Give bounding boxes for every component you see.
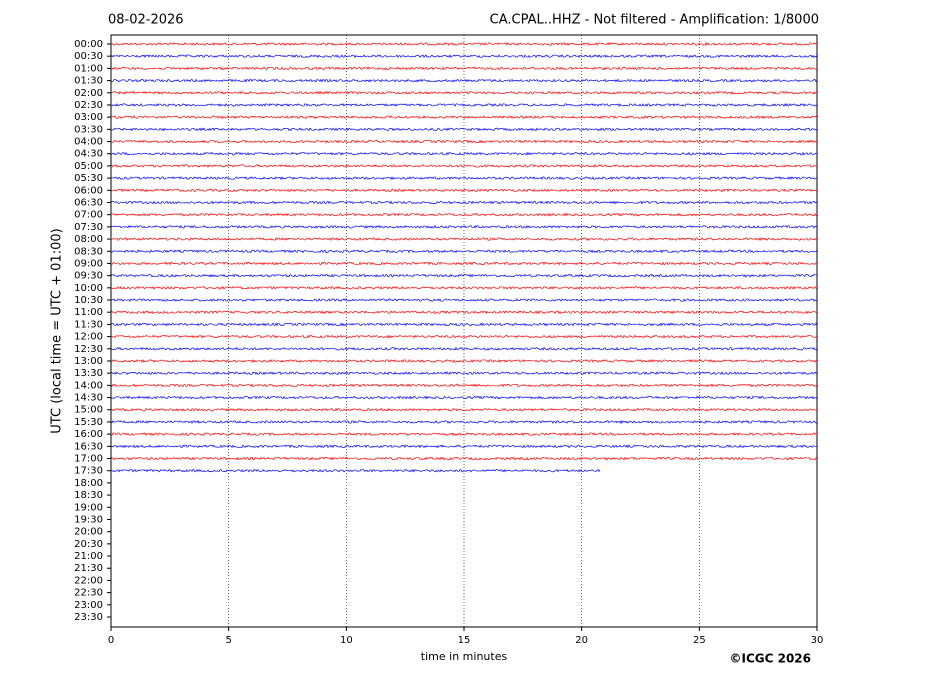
- trace: [110, 200, 818, 205]
- y-tick-label: 02:30: [74, 100, 103, 111]
- y-tick-label: 20:00: [74, 527, 103, 538]
- x-tick-label: 10: [340, 635, 353, 646]
- y-tick-label: 14:30: [74, 393, 103, 404]
- y-tick-label: 00:00: [74, 39, 103, 50]
- y-tick-label: 16:30: [74, 441, 103, 452]
- y-tick-label: 16:00: [74, 429, 103, 440]
- trace: [110, 139, 818, 144]
- y-axis-label: UTC (local time = UTC + 01:00): [50, 228, 65, 433]
- y-tick-label: 13:30: [74, 368, 103, 379]
- trace: [110, 261, 818, 266]
- credit: ©ICGC 2026: [729, 652, 811, 666]
- trace: [110, 371, 818, 376]
- trace: [110, 188, 818, 193]
- x-axis-label: time in minutes: [421, 650, 508, 663]
- trace: [110, 456, 818, 461]
- y-tick-label: 17:00: [74, 454, 103, 465]
- trace: [110, 127, 818, 132]
- trace: [110, 54, 818, 59]
- y-tick-label: 03:00: [74, 112, 103, 123]
- y-tick-label: 15:00: [74, 405, 103, 416]
- y-tick-label: 06:00: [74, 185, 103, 196]
- y-tick-label: 04:00: [74, 137, 103, 148]
- trace: [110, 78, 818, 83]
- trace: [110, 115, 818, 120]
- y-tick-label: 09:00: [74, 258, 103, 269]
- y-tick-label: 04:30: [74, 149, 103, 160]
- y-tick-label: 03:30: [74, 124, 103, 135]
- x-tick-label: 15: [458, 635, 471, 646]
- y-tick-label: 11:30: [74, 319, 103, 330]
- y-tick-label: 13:00: [74, 356, 103, 367]
- y-tick-label: 19:30: [74, 514, 103, 525]
- trace: [110, 273, 818, 278]
- trace: [110, 176, 818, 181]
- trace: [110, 334, 818, 339]
- trace: [110, 432, 818, 437]
- chart-title: CA.CPAL..HHZ - Not filtered - Amplificat…: [490, 13, 819, 28]
- x-tick-label: 25: [693, 635, 706, 646]
- y-tick-label: 11:00: [74, 307, 103, 318]
- trace: [110, 358, 818, 364]
- trace: [110, 468, 601, 473]
- y-tick-label: 01:30: [74, 76, 103, 87]
- plot-frame: [110, 34, 818, 628]
- y-tick-label: 05:30: [74, 173, 103, 184]
- y-tick-label: 22:00: [74, 575, 103, 586]
- y-tick-label: 19:00: [74, 502, 103, 513]
- y-tick-label: 23:00: [74, 600, 103, 611]
- trace: [110, 90, 818, 95]
- y-tick-label: 20:30: [74, 539, 103, 550]
- trace: [110, 444, 818, 449]
- y-tick-label: 08:00: [74, 234, 103, 245]
- y-tick-label: 09:30: [74, 271, 103, 282]
- y-tick-label: 21:00: [74, 551, 103, 562]
- y-tick-label: 10:30: [74, 295, 103, 306]
- y-tick-label: 05:00: [74, 161, 103, 172]
- y-tick-label: 18:30: [74, 490, 103, 501]
- trace: [110, 310, 818, 315]
- trace: [110, 395, 818, 400]
- x-tick-label: 20: [575, 635, 588, 646]
- x-tick-label: 0: [108, 635, 114, 646]
- trace: [110, 163, 818, 168]
- y-tick-label: 07:00: [74, 210, 103, 221]
- y-tick-label: 12:30: [74, 344, 103, 355]
- trace: [110, 212, 818, 217]
- y-tick-label: 22:30: [74, 588, 103, 599]
- y-tick-label: 23:30: [74, 612, 103, 623]
- trace: [110, 298, 818, 302]
- y-tick-label: 21:30: [74, 563, 103, 574]
- trace: [110, 41, 818, 46]
- trace: [110, 66, 818, 71]
- y-tick-label: 01:00: [74, 63, 103, 74]
- trace: [110, 419, 818, 424]
- y-tick-label: 10:00: [74, 283, 103, 294]
- x-tick-label: 5: [225, 635, 231, 646]
- y-tick-label: 00:30: [74, 51, 103, 62]
- chart-date: 08-02-2026: [108, 13, 184, 28]
- y-tick-label: 12:00: [74, 332, 103, 343]
- trace: [110, 346, 818, 351]
- trace: [110, 407, 818, 412]
- y-tick-label: 17:30: [74, 466, 103, 477]
- trace: [110, 322, 818, 327]
- x-tick-label: 30: [811, 635, 824, 646]
- y-tick-label: 14:00: [74, 380, 103, 391]
- trace: [110, 285, 818, 290]
- trace: [110, 237, 818, 242]
- trace: [110, 383, 818, 388]
- trace: [110, 151, 818, 156]
- y-tick-label: 02:00: [74, 88, 103, 99]
- y-tick-label: 18:00: [74, 478, 103, 489]
- y-tick-label: 08:30: [74, 246, 103, 257]
- trace: [110, 249, 818, 254]
- trace: [110, 103, 818, 107]
- y-tick-label: 15:30: [74, 417, 103, 428]
- y-tick-label: 07:30: [74, 222, 103, 233]
- trace: [110, 224, 818, 229]
- y-tick-label: 06:30: [74, 197, 103, 208]
